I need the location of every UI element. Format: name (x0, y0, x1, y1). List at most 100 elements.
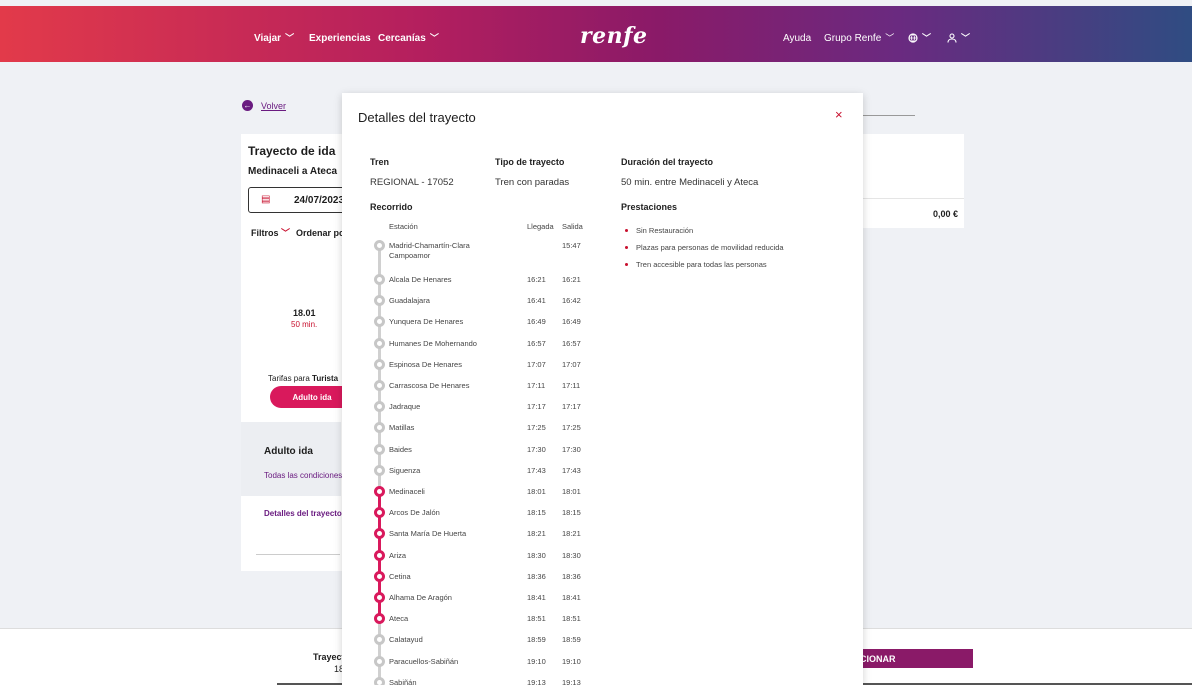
route-line-segment (378, 575, 381, 597)
stop-arrival: 18:01 (527, 487, 546, 496)
route-line-segment (378, 245, 381, 279)
stop-dot-icon (374, 634, 385, 646)
nav-grupo-renfe[interactable]: Grupo Renfe ﹀ (824, 33, 894, 44)
select-button[interactable]: CIONAR (860, 649, 973, 668)
route-line-segment (378, 639, 381, 661)
stop-departure: 17:43 (562, 465, 581, 475)
route-label: Recorrido (370, 202, 413, 212)
stop-name: Cetina (389, 571, 411, 581)
nav-cercanias-label: Cercanías (378, 33, 426, 44)
filters-button[interactable]: Filtros ﹀ (251, 228, 290, 238)
stops-list: Madrid-Chamartín-Clara Campoamor 15:47 Alc… (342, 93, 863, 685)
back-label: Volver (261, 100, 287, 111)
trip-details-link[interactable]: Detalles del trayecto (264, 509, 342, 518)
stop-name: Matillas (389, 423, 415, 433)
nav-ayuda[interactable]: Ayuda (783, 33, 811, 44)
stop-arrival: 19:13 (527, 677, 546, 685)
filters-bar: Filtros ﹀ Ordenar po (251, 228, 345, 238)
fare-prefix: Tarifas para (268, 374, 313, 383)
globe-icon (908, 33, 918, 43)
stop-departure: 18:30 (562, 550, 581, 560)
stop-row: Sabiñán 19:13 19:13 (342, 676, 863, 685)
service-item: Sin Restauración (622, 226, 842, 243)
nav-grupo-renfe-label: Grupo Renfe (824, 33, 882, 44)
trip-details-modal: Detalles del trayecto × Tren REGIONAL - … (342, 93, 863, 685)
fare-detail-panel (241, 422, 341, 496)
stop-dot-icon (374, 655, 385, 667)
close-icon[interactable]: × (835, 107, 843, 122)
stop-departure: 18:01 (562, 487, 581, 496)
stop-dot-icon (374, 274, 385, 285)
active-stop-dot-icon (374, 486, 385, 497)
route-line-segment (378, 342, 381, 364)
stop-departure: 18:15 (562, 508, 581, 518)
trip-card-right (860, 134, 964, 198)
stop-arrival: 17:11 (527, 381, 546, 390)
language-selector[interactable]: ﹀ (908, 33, 931, 43)
stop-row: Paracuellos-Sabiñán 19:10 19:10 (342, 655, 863, 678)
nav-cercanias[interactable]: Cercanías ﹀ (378, 33, 439, 44)
calendar-icon: ▤ (261, 194, 271, 205)
active-stop-dot-icon (374, 507, 385, 519)
nav-experiencias[interactable]: Experiencias (309, 33, 371, 44)
stop-dot-icon (374, 401, 385, 413)
user-menu[interactable]: ﹀ (947, 33, 970, 43)
stop-row: Santa María De Huerta 18:21 18:21 (342, 528, 863, 550)
conditions-link[interactable]: Todas las condiciones (264, 471, 343, 480)
stop-name: Alhama De Aragón (389, 593, 452, 602)
trip-type-label: Tipo de trayecto (495, 157, 565, 167)
stop-arrival: 17:25 (527, 423, 546, 433)
col-departure-header: Salida (562, 222, 583, 231)
route-line-segment (378, 300, 381, 322)
stop-departure: 17:17 (562, 402, 581, 412)
duration-label: Duración del trayecto (621, 157, 714, 167)
renfe-logo[interactable]: renfe (580, 23, 648, 49)
nav-viajar[interactable]: Viajar ﹀ (254, 33, 294, 44)
stop-name: Guadalajara (389, 296, 430, 306)
chevron-down-icon: ﹀ (285, 33, 295, 43)
stop-row: Alhama De Aragón 18:41 18:41 (342, 592, 863, 614)
stop-row: Ateca 18:51 18:51 (342, 613, 863, 635)
fare-class: Turista (312, 374, 339, 383)
stop-departure: 16:57 (562, 338, 581, 348)
stop-dot-icon (374, 464, 385, 476)
stop-row: Siguenza 17:43 17:43 (342, 464, 863, 487)
price-value: 0,00 € (932, 209, 958, 219)
stop-name: Paracuellos-Sabiñán (389, 656, 459, 666)
divider (860, 115, 915, 116)
stop-name: Carrascosa De Henares (389, 381, 470, 390)
stop-name: Calatayud (389, 635, 423, 645)
fare-button[interactable]: Adulto ida (270, 386, 342, 408)
route-line-segment (378, 660, 381, 682)
route-line-segment (378, 321, 381, 343)
stop-name: Ateca (389, 614, 409, 624)
stop-arrival: 16:21 (527, 275, 546, 284)
chevron-down-icon: ﹀ (885, 33, 895, 43)
route-line-segment (378, 448, 381, 470)
trip-type-value: Tren con paradas (495, 177, 570, 188)
stop-row: Baides 17:30 17:30 (342, 443, 863, 466)
date-picker[interactable]: ▤ 24/07/2023 (248, 187, 358, 213)
services-label: Prestaciones (621, 202, 678, 212)
departure-time: 18.01 (293, 308, 316, 318)
chevron-down-icon: ﹀ (922, 32, 932, 43)
user-icon (947, 33, 957, 43)
window-edge (1192, 0, 1198, 685)
footer-trip-label: Trayect (313, 652, 345, 662)
stop-name: Humanes De Mohernando (389, 338, 477, 348)
stop-dot-icon (374, 316, 385, 328)
active-stop-dot-icon (374, 570, 385, 582)
chevron-down-icon: ﹀ (961, 32, 971, 43)
stop-arrival: 18:59 (527, 635, 546, 645)
stop-departure: 16:49 (562, 317, 581, 327)
service-item: Plazas para personas de movilidad reduci… (622, 243, 842, 260)
sort-button[interactable]: Ordenar po (296, 228, 345, 238)
back-link[interactable]: ← Volver (242, 100, 286, 111)
stop-name: Santa María De Huerta (389, 529, 467, 539)
stop-departure: 18:59 (562, 635, 581, 645)
top-navigation-bar: Viajar ﹀ Experiencias Cercanías ﹀ renfe … (0, 6, 1198, 62)
stop-dot-icon (374, 443, 385, 455)
chevron-down-icon: ﹀ (281, 228, 291, 238)
stop-row: Calatayud 18:59 18:59 (342, 634, 863, 656)
stop-dot-icon (374, 240, 385, 251)
